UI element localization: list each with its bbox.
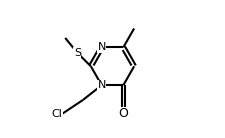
Text: O: O xyxy=(118,107,128,120)
Text: S: S xyxy=(74,48,81,58)
Text: N: N xyxy=(97,80,106,90)
Text: N: N xyxy=(97,42,106,52)
Text: Cl: Cl xyxy=(52,109,63,119)
